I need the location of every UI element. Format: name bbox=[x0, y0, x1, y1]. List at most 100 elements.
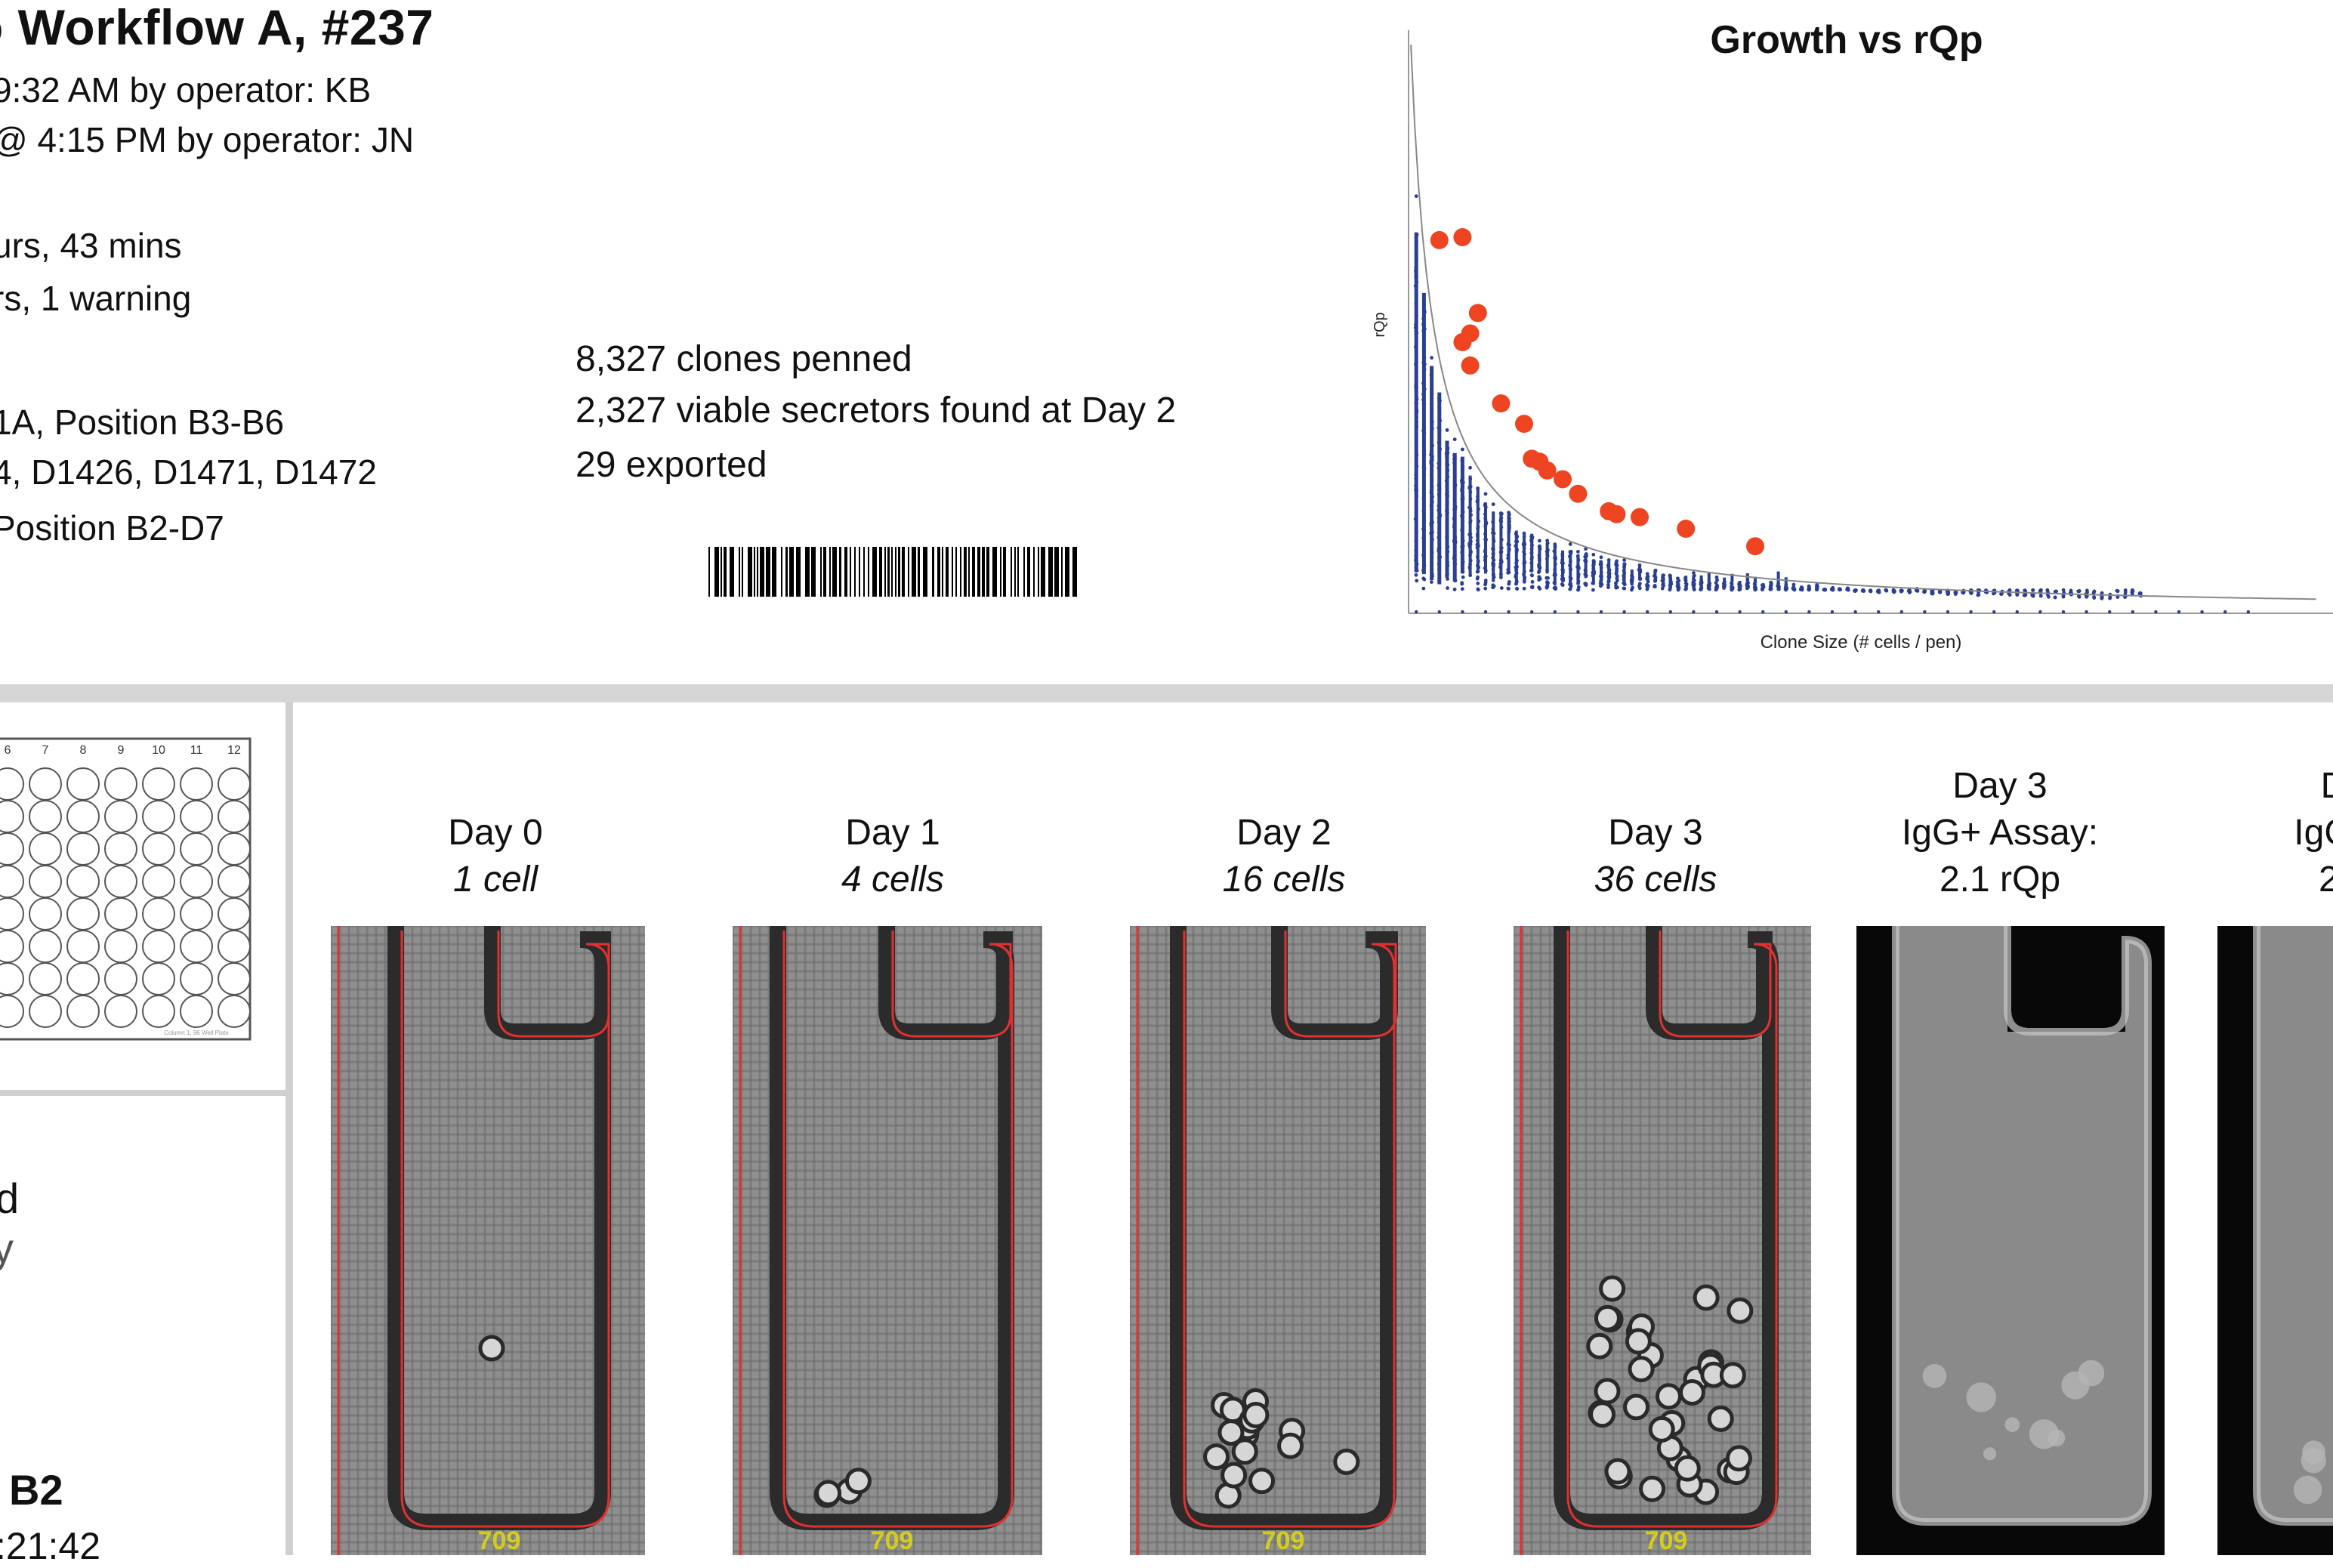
chart-point bbox=[1514, 565, 1518, 569]
well[interactable] bbox=[180, 995, 213, 1028]
chart-point bbox=[1414, 265, 1418, 270]
well[interactable] bbox=[0, 962, 24, 995]
chart-point bbox=[1961, 591, 1965, 594]
well[interactable] bbox=[104, 897, 137, 931]
pen-wall bbox=[2253, 926, 2333, 1526]
chart-point bbox=[1591, 573, 1595, 578]
panel-4-day: Day 3 bbox=[1952, 766, 2048, 806]
chart-point bbox=[1923, 610, 1927, 614]
chart-point bbox=[2061, 594, 2066, 599]
chart-point bbox=[1715, 578, 1719, 582]
well[interactable] bbox=[66, 767, 100, 801]
chart-point bbox=[2131, 610, 2134, 614]
well[interactable] bbox=[180, 800, 213, 833]
chart-highlighted-point bbox=[1677, 520, 1696, 539]
chart-point bbox=[1445, 441, 1449, 446]
well[interactable] bbox=[104, 930, 137, 963]
chart-point bbox=[1606, 558, 1611, 562]
well[interactable] bbox=[66, 800, 100, 833]
well[interactable] bbox=[142, 995, 175, 1028]
chart-point bbox=[1437, 466, 1441, 470]
well[interactable] bbox=[218, 897, 251, 931]
well[interactable] bbox=[218, 995, 251, 1028]
well[interactable] bbox=[29, 962, 62, 995]
well[interactable] bbox=[142, 800, 175, 833]
well[interactable] bbox=[66, 832, 100, 866]
well[interactable] bbox=[0, 930, 24, 963]
well[interactable] bbox=[66, 865, 100, 898]
chart-point bbox=[1622, 563, 1627, 567]
chart-point bbox=[1477, 519, 1481, 523]
chart-y-axis-label: rQp bbox=[1372, 312, 1388, 337]
well[interactable] bbox=[29, 930, 62, 963]
well[interactable] bbox=[218, 962, 251, 995]
well[interactable] bbox=[180, 962, 213, 995]
chart-point bbox=[1461, 466, 1465, 471]
chart-point bbox=[1938, 589, 1943, 594]
well[interactable] bbox=[29, 800, 62, 833]
well[interactable] bbox=[104, 995, 137, 1028]
well[interactable] bbox=[180, 897, 213, 931]
panel-5-assay: IgG+ bbox=[2294, 813, 2333, 853]
well[interactable] bbox=[104, 767, 137, 801]
well[interactable] bbox=[218, 930, 251, 963]
barcode-bar bbox=[982, 547, 985, 597]
well[interactable] bbox=[104, 832, 137, 866]
well[interactable] bbox=[218, 800, 251, 833]
well[interactable] bbox=[29, 995, 62, 1028]
well[interactable] bbox=[66, 995, 100, 1028]
chart-point bbox=[1413, 517, 1418, 521]
well[interactable] bbox=[142, 897, 175, 931]
well[interactable] bbox=[218, 767, 251, 801]
pen-fluorescence bbox=[2257, 926, 2333, 1522]
chart-point bbox=[1446, 494, 1450, 498]
chart-highlighted-point bbox=[1607, 505, 1626, 523]
chart-point bbox=[1622, 569, 1626, 573]
chart-point bbox=[1514, 569, 1518, 573]
chart-point bbox=[1460, 458, 1464, 463]
well[interactable] bbox=[180, 832, 213, 866]
chart-point bbox=[1492, 564, 1495, 569]
well[interactable] bbox=[142, 832, 175, 866]
chart-point bbox=[1475, 563, 1480, 568]
well[interactable] bbox=[218, 832, 251, 866]
well[interactable] bbox=[29, 767, 62, 801]
well[interactable] bbox=[29, 865, 62, 898]
well[interactable] bbox=[0, 897, 24, 931]
chart-point bbox=[1507, 582, 1511, 586]
well[interactable] bbox=[66, 962, 100, 995]
well[interactable] bbox=[66, 897, 100, 931]
well[interactable] bbox=[142, 962, 175, 995]
well[interactable] bbox=[104, 800, 137, 833]
cell bbox=[1623, 1394, 1650, 1421]
barcode-bar bbox=[714, 547, 719, 597]
chart-point bbox=[1430, 420, 1434, 424]
well[interactable] bbox=[104, 865, 137, 898]
chart-point bbox=[1414, 554, 1418, 558]
well[interactable] bbox=[29, 897, 62, 931]
well[interactable] bbox=[142, 865, 175, 898]
chart-point bbox=[1475, 554, 1480, 559]
well[interactable] bbox=[66, 930, 100, 963]
well[interactable] bbox=[180, 865, 213, 898]
barcode-bar bbox=[1023, 547, 1025, 597]
barcode-bar bbox=[955, 547, 957, 597]
well[interactable] bbox=[0, 995, 24, 1028]
chart-point bbox=[1876, 589, 1881, 594]
well[interactable] bbox=[29, 832, 62, 866]
well[interactable] bbox=[180, 767, 213, 801]
well[interactable] bbox=[142, 930, 175, 963]
well[interactable] bbox=[0, 832, 24, 866]
well-plate-column-label: 6 bbox=[5, 744, 11, 757]
chart-point bbox=[1514, 579, 1519, 584]
well[interactable] bbox=[142, 767, 175, 801]
chart-point bbox=[1430, 551, 1434, 555]
well[interactable] bbox=[0, 767, 24, 801]
well[interactable] bbox=[0, 800, 24, 833]
well[interactable] bbox=[0, 865, 24, 898]
chart-point bbox=[1415, 464, 1419, 468]
well[interactable] bbox=[104, 962, 137, 995]
cell bbox=[1594, 1304, 1621, 1332]
well[interactable] bbox=[218, 865, 251, 898]
well[interactable] bbox=[180, 930, 213, 963]
